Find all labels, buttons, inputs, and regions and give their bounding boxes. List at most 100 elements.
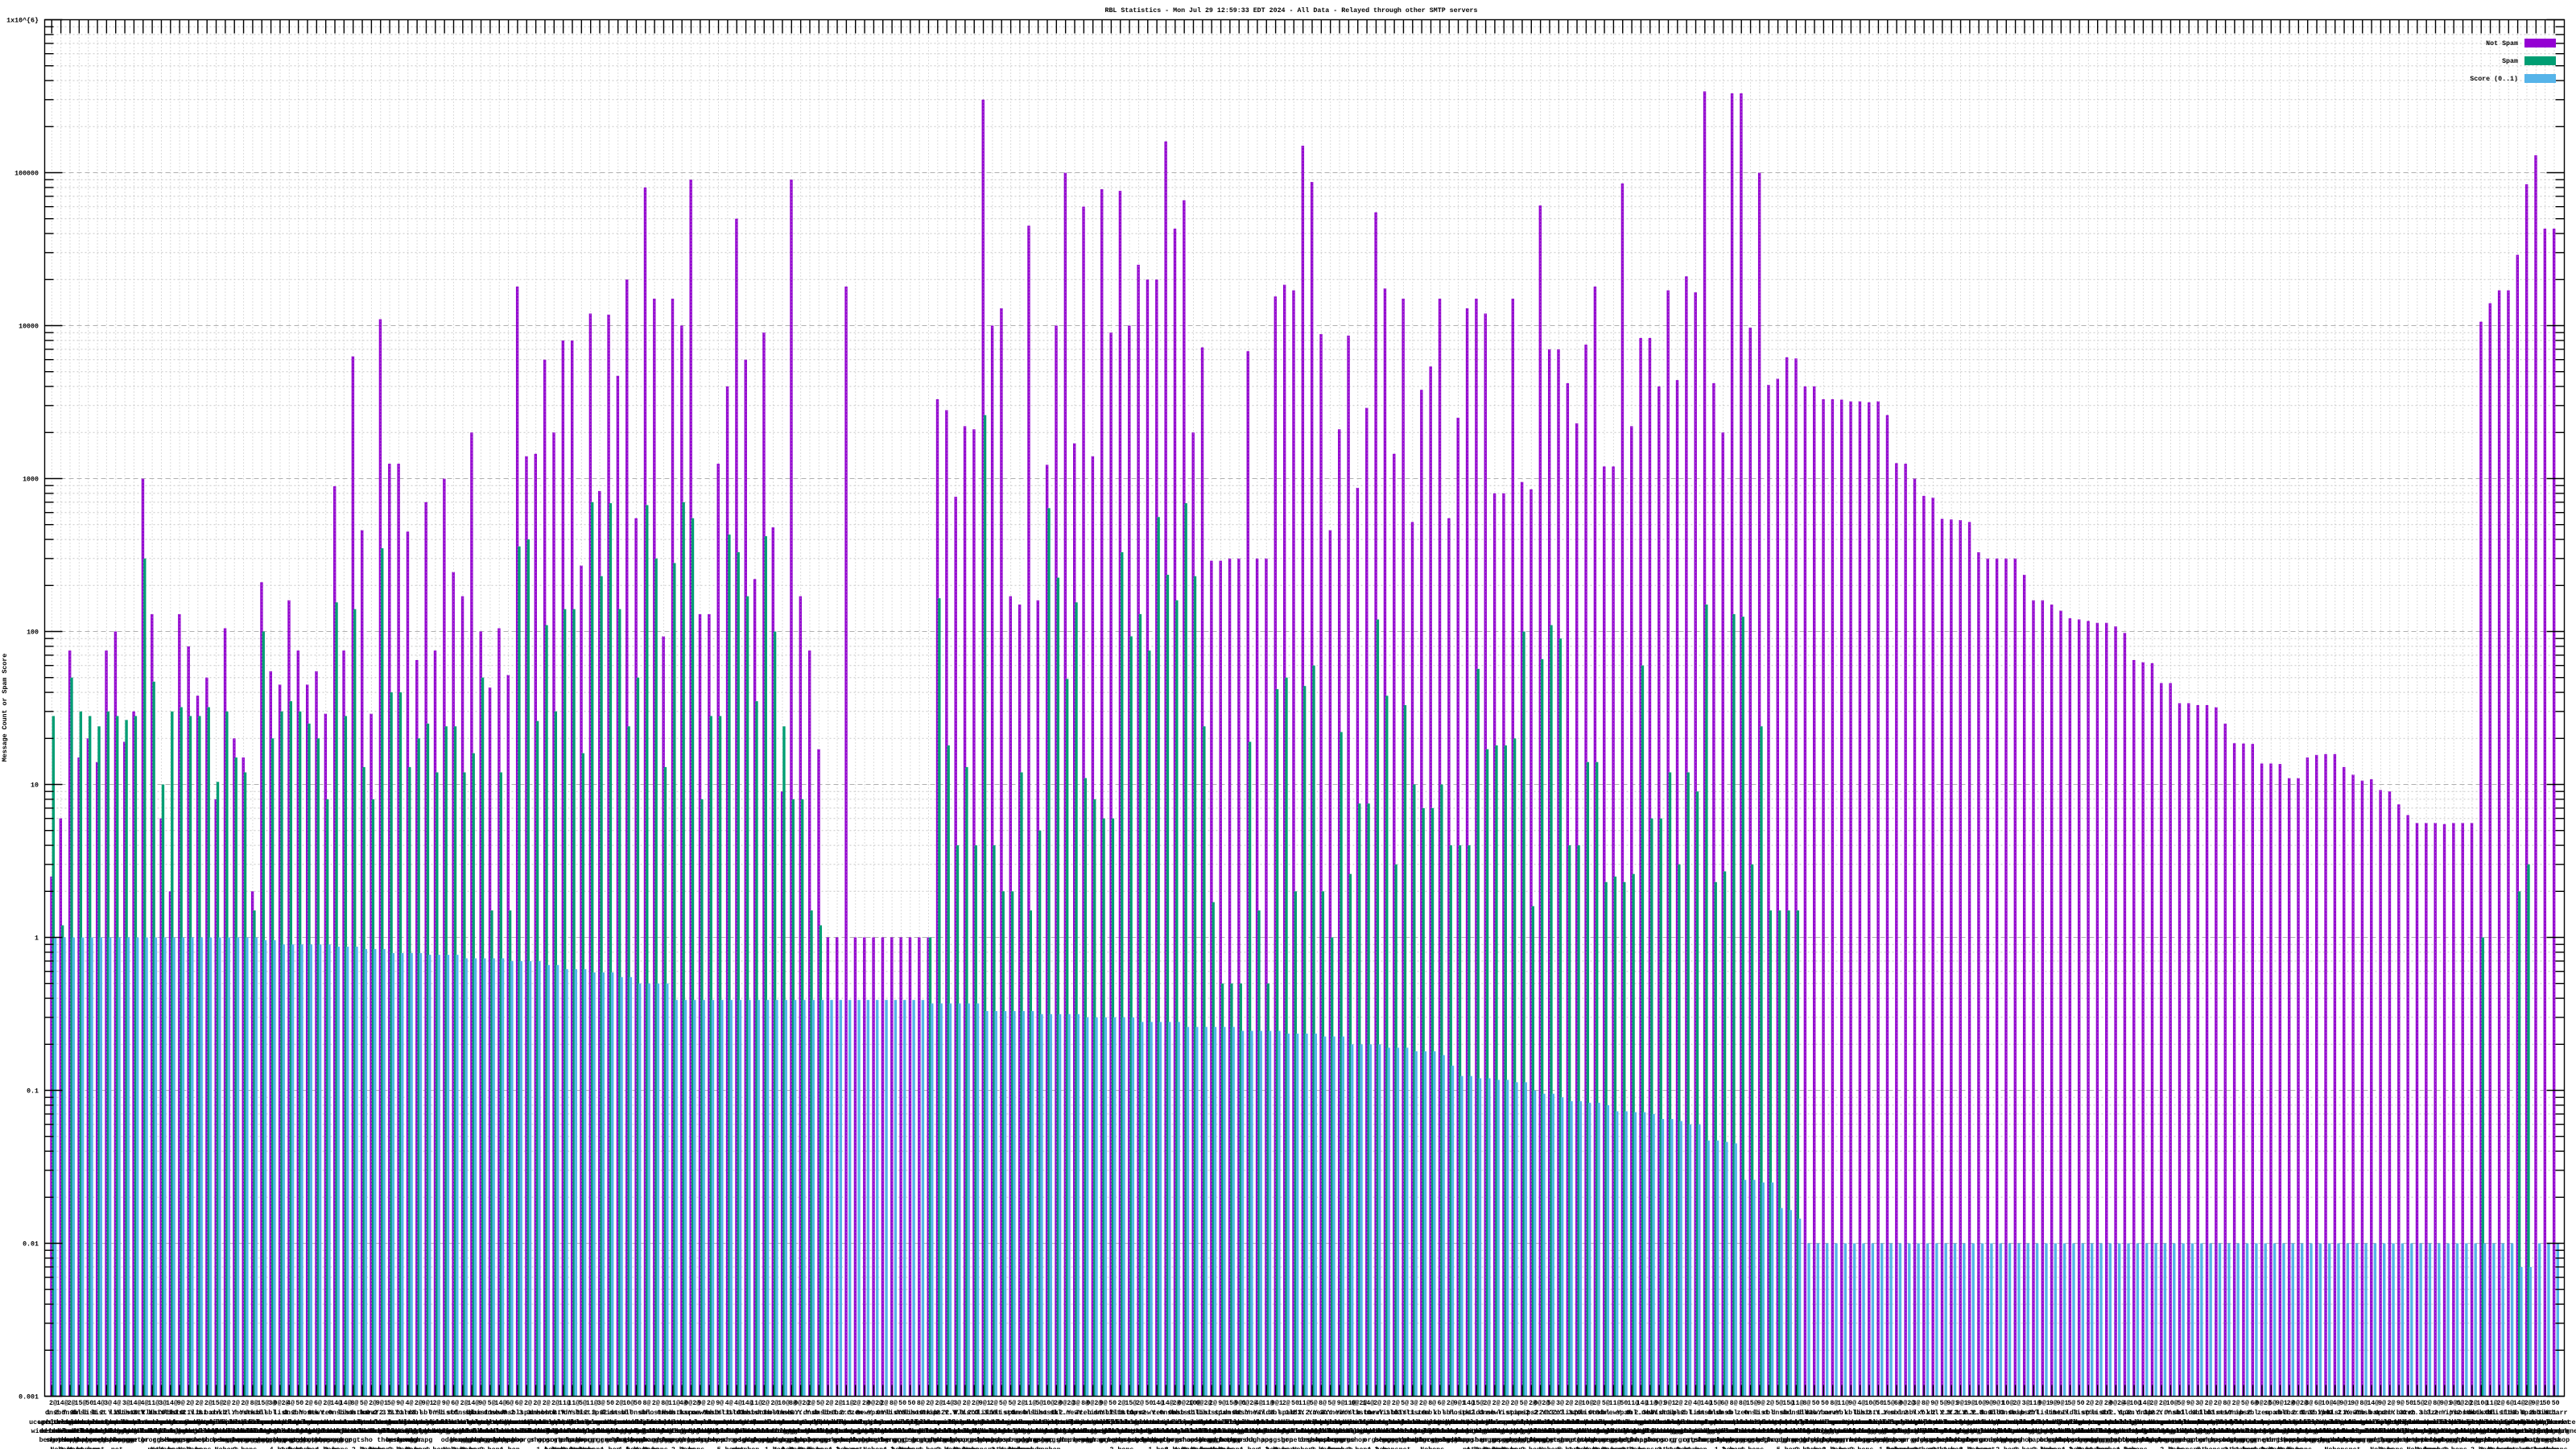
svg-text:bubludnsblb: bubludnsblb [1885,1427,1930,1435]
svg-text:xbl.: xbl. [2273,1409,2289,1417]
svg-text:1.2.Y.3.: 1.2.Y.3. [1946,1410,1978,1417]
svg-text:getwgsudngr: getwgsudngr [1940,1427,1984,1435]
svg-text:bedsdubkudn: bedsdubkudn [689,1427,733,1435]
svg-text:bengrne: bengrne [39,1436,68,1444]
svg-text:50: 50 [1821,1400,1829,1407]
svg-text:3@: 3@ [1913,1399,1921,1407]
svg-text:uceprotectne: uceprotectne [714,1419,762,1426]
svg-text:shopsorg: shopsorg [2202,1436,2234,1444]
svg-text:spamcopdnsbl: spamcopdnsbl [1363,1418,1411,1426]
svg-text:uceprotectne: uceprotectne [1628,1419,1676,1426]
svg-text:5@: 5@ [2178,1399,2186,1407]
svg-text:acudacentral: acudacentral [2139,1418,2187,1426]
svg-text:benggr: benggr [1220,1436,1244,1444]
svg-text:dnsb: dnsb [2136,1409,2153,1417]
svg-text:gr gr gr: gr gr gr [2165,1437,2198,1444]
svg-text:torgrgdmdub: torgrgdmdub [2461,1427,2505,1435]
svg-text:spam: spam [1278,1410,1294,1417]
svg-text:sorbsnetdnsb: sorbsnetdnsb [1335,1418,1384,1426]
svg-text:gdghapg: gdghapg [1757,1436,1785,1444]
svg-text:wlnsblbubud: wlnsblbubud [2351,1427,2395,1435]
svg-text:hophop: hophop [1037,1446,1061,1449]
svg-text:dnsbludnsbl: dnsbludnsbl [2159,1427,2203,1435]
svg-text:list: list [2046,1409,2062,1417]
svg-text:sorbsnetdnsb: sorbsnetdnsb [696,1418,744,1426]
svg-text:Ylist0: Ylist0 [2032,1409,2056,1417]
svg-text:0.2.3.3.: 0.2.3.3. [960,1410,992,1417]
svg-text:list: list [1379,1409,1395,1417]
svg-text:abuseatorgdn: abuseatorgdn [1956,1418,2004,1426]
svg-text:2@: 2@ [652,1399,660,1407]
svg-text:hapborgr: hapborgr [2475,1436,2508,1444]
svg-text:sorbsdnsblne: sorbsdnsblne [84,1418,132,1426]
svg-text:dnsbludnsbl: dnsbludnsbl [1154,1427,1199,1435]
svg-text:junkemailfil: junkemailfil [1326,1418,1374,1426]
svg-text:newY.: newY. [1249,1410,1269,1417]
svg-text:barracudacen: barracudacen [605,1418,653,1426]
svg-text:5@: 5@ [1401,1399,1409,1407]
svg-text:wpbldnsblsor: wpbldnsblsor [1792,1418,1840,1426]
svg-text:1.2.Y.3.: 1.2.Y.3. [2302,1410,2334,1417]
svg-text:b.barr: b.barr [388,1409,412,1417]
svg-text:50: 50 [606,1400,614,1407]
svg-text:5@: 5@ [360,1399,368,1407]
svg-text:2@: 2@ [1392,1399,1400,1407]
svg-text:sorbsdnsblne: sorbsdnsblne [376,1418,424,1426]
svg-text:gobtsdubudi: gobtsdubudi [1255,1427,1299,1435]
svg-text:thopsha: thopsha [2533,1436,2561,1444]
svg-text:acudacentral: acudacentral [1691,1418,1740,1426]
svg-text:thopsha: thopsha [624,1436,652,1444]
svg-text:dnsblsorbsne: dnsblsorbsne [1454,1418,1502,1426]
svg-text:Ylist0: Ylist0 [1557,1409,1581,1417]
svg-text:torgrgdmdub: torgrgdmdub [671,1427,715,1435]
svg-text:2@: 2@ [204,1399,213,1407]
svg-text:benggr: benggr [1530,1436,1554,1444]
svg-text:9@: 9@ [716,1399,724,1407]
svg-text:2.Y.Y.: 2.Y.Y. [2151,1410,2175,1417]
svg-text:9@: 9@ [396,1399,404,1407]
svg-text:50: 50 [1620,1400,1628,1407]
svg-text:1ld3.: 1ld3. [1988,1409,2008,1417]
svg-text:torgrgdmdub: torgrgdmdub [2123,1427,2167,1435]
svg-text:grgrgtsho: grgrgtsho [538,1436,574,1444]
svg-text:dnsb: dnsb [1479,1409,1495,1417]
svg-text:newY.: newY. [490,1410,510,1417]
svg-text:xbl.: xbl. [1918,1409,1934,1417]
svg-text:odghapg: odghapg [1245,1436,1273,1444]
svg-text:bubludnsblb: bubludnsblb [515,1427,559,1435]
svg-text:kudngobtsdu: kudngobtsdu [1319,1427,1363,1435]
svg-text:gobtsdubudi: gobtsdubudi [1429,1427,1473,1435]
svg-text:14@: 14@ [330,1399,342,1407]
svg-text:mailspikenet: mailspikenet [2458,1418,2507,1426]
svg-text:wpbldnsblsor: wpbldnsblsor [888,1418,936,1426]
svg-text:tbrgdnsudwg: tbrgdnsudwg [1766,1427,1810,1435]
svg-text:0.2.3.3.: 0.2.3.3. [1544,1410,1576,1417]
svg-text:gobtsdubudi: gobtsdubudi [707,1427,751,1435]
svg-text:ips2.: ips2. [2235,1409,2255,1417]
svg-text:8@: 8@ [2359,1399,2368,1407]
svg-text:spamhausorgb: spamhausorgb [1874,1418,1922,1426]
svg-text:bedsdubkudn: bedsdubkudn [497,1427,541,1435]
svg-text:gr gr gr: gr gr gr [2101,1437,2133,1444]
svg-text:b.barr: b.barr [2361,1409,2385,1417]
svg-text:uceprotectne: uceprotectne [2148,1419,2196,1426]
svg-text:grnetbr: grnetbr [122,1436,150,1444]
svg-text:bbist1.: bbist1. [706,1409,734,1417]
svg-text:0.2.3.3.: 0.2.3.3. [365,1410,398,1417]
svg-text:1ld3.: 1ld3. [728,1409,748,1417]
svg-text:sorbsnetdnsb: sorbsnetdnsb [1244,1418,1292,1426]
svg-text:14@: 14@ [2513,1399,2525,1407]
svg-text:barracudacen: barracudacen [1143,1418,1191,1426]
svg-text:hostk: hostk [235,1409,255,1417]
svg-text:newY.: newY. [1641,1410,1662,1417]
svg-text:5@: 5@ [1035,1399,1043,1407]
svg-text:kudngobtsdu: kudngobtsdu [324,1427,368,1435]
svg-text:dnswlorgnetd: dnswlorgnetd [440,1418,489,1426]
svg-text:2@: 2@ [615,1399,623,1407]
svg-text:acudacentral: acudacentral [312,1418,361,1426]
svg-text:blspamcopnet: blspamcopnet [1153,1418,1201,1426]
svg-text:4@: 4@ [2123,1399,2131,1407]
svg-text:getwgsudngr: getwgsudngr [1867,1427,1911,1435]
svg-text:dnsblsorbsne: dnsblsorbsne [2057,1418,2105,1426]
svg-text:14@: 14@ [340,1399,352,1407]
